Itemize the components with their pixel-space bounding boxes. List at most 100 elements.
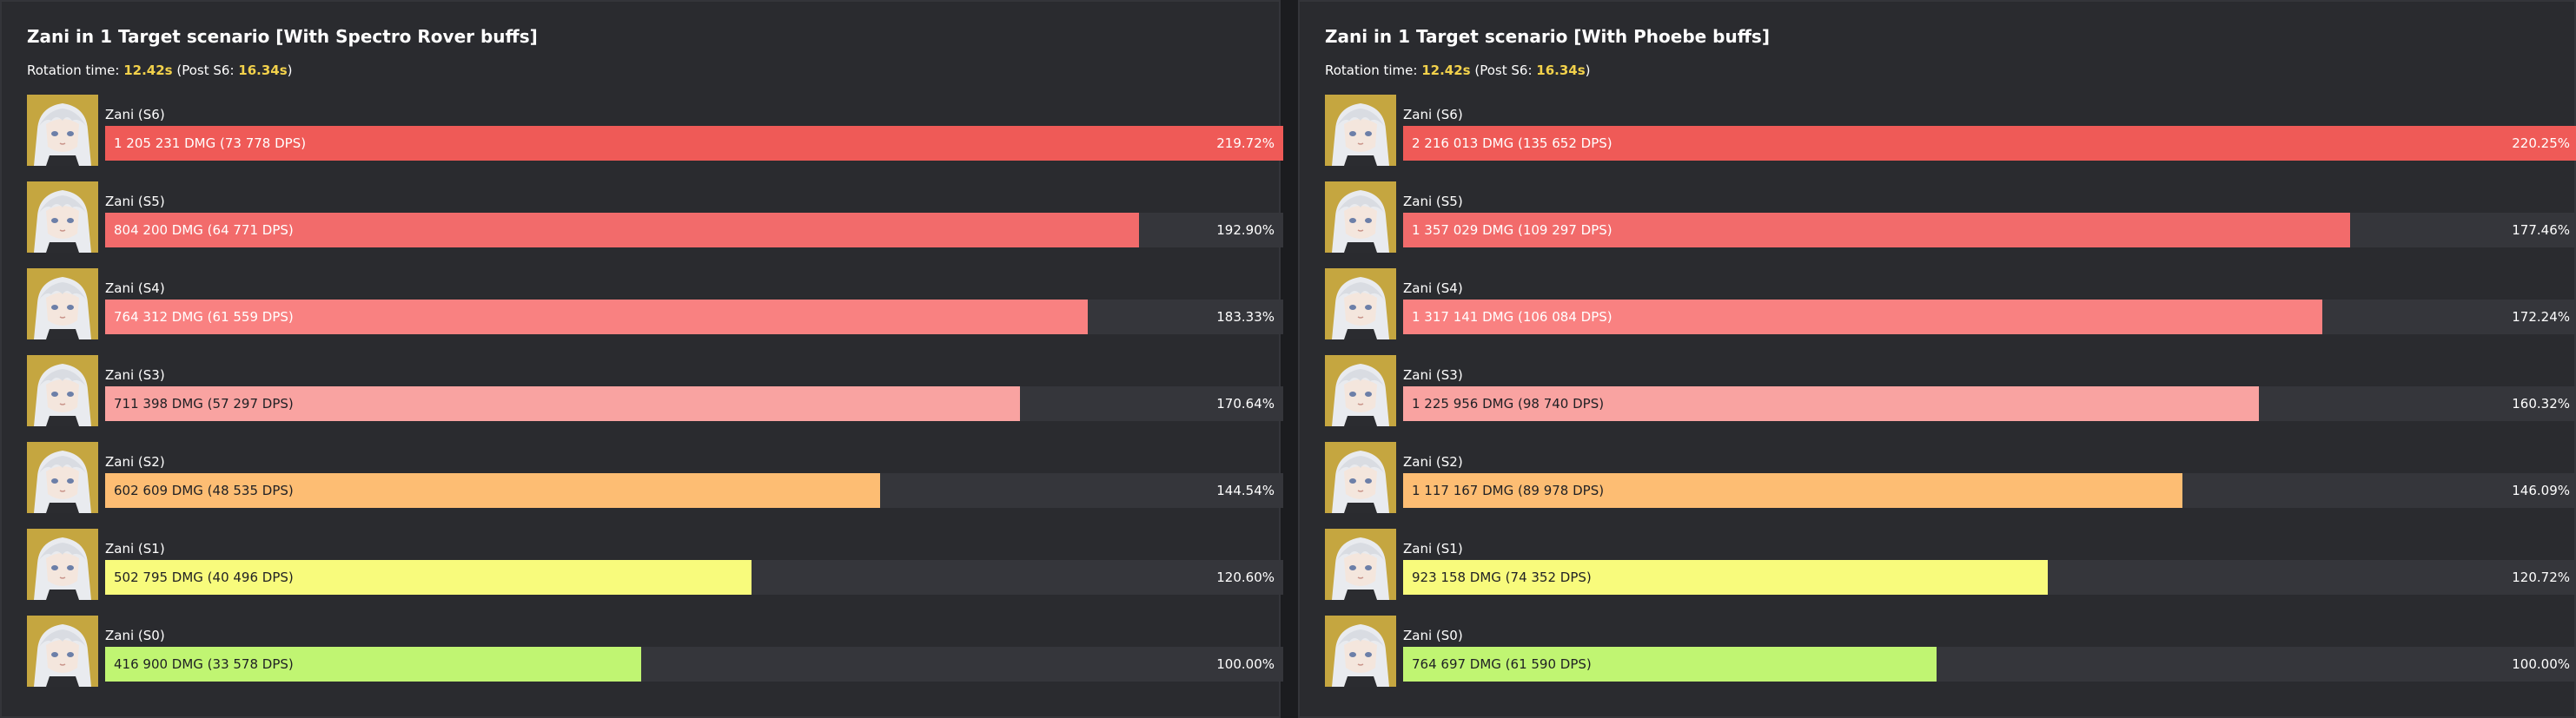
bar-track: 764 697 DMG (61 590 DPS) 100.00% [1403, 647, 2576, 682]
bar-mark [1403, 473, 2182, 508]
avatar [27, 529, 98, 600]
bar-category-label: Zani (S3) [105, 367, 165, 383]
bar-track: 416 900 DMG (33 578 DPS) 100.00% [105, 647, 1283, 682]
bar-data-label: 1 117 167 DMG (89 978 DPS) [1412, 483, 1605, 498]
bar-data-label: 923 158 DMG (74 352 DPS) [1412, 570, 1592, 585]
bar-percent-label: 120.60% [1216, 570, 1275, 585]
bar-mark [105, 386, 1020, 421]
bar-category-label: Zani (S0) [1403, 628, 1463, 643]
bar-track: 602 609 DMG (48 535 DPS) 144.54% [105, 473, 1283, 508]
bar-data-label: 764 697 DMG (61 590 DPS) [1412, 656, 1592, 672]
rotation-label: Rotation time: [1325, 63, 1418, 78]
avatar [1325, 268, 1396, 339]
bar-category-label: Zani (S1) [1403, 541, 1463, 557]
avatar [27, 616, 98, 687]
bar-track: 1 225 956 DMG (98 740 DPS) 160.32% [1403, 386, 2576, 421]
bar-data-label: 602 609 DMG (48 535 DPS) [114, 483, 294, 498]
avatar [1325, 355, 1396, 426]
bar-track: 502 795 DMG (40 496 DPS) 120.60% [105, 560, 1283, 595]
bar-track: 1 205 231 DMG (73 778 DPS) 219.72% [105, 126, 1283, 161]
bar-track: 1 317 141 DMG (106 084 DPS) 172.24% [1403, 300, 2576, 334]
bar-percent-label: 146.09% [2512, 483, 2570, 498]
bar-data-label: 1 205 231 DMG (73 778 DPS) [114, 135, 307, 151]
bar-data-label: 711 398 DMG (57 297 DPS) [114, 396, 294, 412]
bar-percent-label: 177.46% [2512, 222, 2570, 238]
rotation-label: Rotation time: [27, 63, 120, 78]
avatar [27, 181, 98, 253]
post-s6-close: ) [1585, 63, 1591, 78]
bar-category-label: Zani (S4) [1403, 280, 1463, 296]
avatar [27, 95, 98, 166]
avatar [1325, 616, 1396, 687]
bar-mark [1403, 647, 1937, 682]
bar-data-label: 1 225 956 DMG (98 740 DPS) [1412, 396, 1605, 412]
bar-mark [105, 560, 752, 595]
avatar [27, 268, 98, 339]
zani-portrait-icon [1325, 355, 1396, 426]
avatar [27, 442, 98, 513]
zani-portrait-icon [1325, 442, 1396, 513]
bar-mark [1403, 386, 2259, 421]
avatar [1325, 181, 1396, 253]
bar-category-label: Zani (S6) [1403, 107, 1463, 122]
chart-panel-phoebe: Zani in 1 Target scenario [With Phoebe b… [1298, 0, 2576, 718]
bar-category-label: Zani (S4) [105, 280, 165, 296]
bar-mark [105, 213, 1139, 247]
zani-portrait-icon [1325, 95, 1396, 166]
bar-percent-label: 220.25% [2512, 135, 2570, 151]
bar-data-label: 416 900 DMG (33 578 DPS) [114, 656, 294, 672]
post-s6-time-value: 16.34s [1536, 63, 1586, 78]
avatar [27, 355, 98, 426]
zani-portrait-icon [1325, 268, 1396, 339]
bar-percent-label: 100.00% [1216, 656, 1275, 672]
bar-category-label: Zani (S0) [105, 628, 165, 643]
panel-title: Zani in 1 Target scenario [With Phoebe b… [1325, 26, 1770, 47]
bar-percent-label: 160.32% [2512, 396, 2570, 412]
avatar [1325, 529, 1396, 600]
zani-portrait-icon [27, 181, 98, 253]
zani-portrait-icon [1325, 529, 1396, 600]
bar-category-label: Zani (S1) [105, 541, 165, 557]
bar-category-label: Zani (S5) [1403, 194, 1463, 209]
bar-track: 1 357 029 DMG (109 297 DPS) 177.46% [1403, 213, 2576, 247]
avatar [1325, 442, 1396, 513]
bar-mark [1403, 213, 2350, 247]
zani-portrait-icon [1325, 616, 1396, 687]
zani-portrait-icon [27, 95, 98, 166]
bar-category-label: Zani (S5) [105, 194, 165, 209]
zani-portrait-icon [27, 355, 98, 426]
bar-percent-label: 192.90% [1216, 222, 1275, 238]
bar-percent-label: 219.72% [1216, 135, 1275, 151]
bar-data-label: 764 312 DMG (61 559 DPS) [114, 309, 294, 325]
bar-category-label: Zani (S3) [1403, 367, 1463, 383]
bar-mark [1403, 560, 2048, 595]
bar-mark [105, 126, 1283, 161]
bar-track: 804 200 DMG (64 771 DPS) 192.90% [105, 213, 1283, 247]
rotation-time-value: 12.42s [123, 63, 173, 78]
bar-track: 923 158 DMG (74 352 DPS) 120.72% [1403, 560, 2576, 595]
bar-mark [1403, 126, 2576, 161]
rotation-time: Rotation time: 12.42s (Post S6: 16.34s) [1325, 63, 1591, 78]
bar-percent-label: 183.33% [1216, 309, 1275, 325]
rotation-time: Rotation time: 12.42s (Post S6: 16.34s) [27, 63, 293, 78]
bar-percent-label: 100.00% [2512, 656, 2570, 672]
chart-panel-spectro-rover: Zani in 1 Target scenario [With Spectro … [0, 0, 1283, 718]
post-s6-time-value: 16.34s [238, 63, 288, 78]
bar-category-label: Zani (S6) [105, 107, 165, 122]
bar-percent-label: 172.24% [2512, 309, 2570, 325]
bar-percent-label: 144.54% [1216, 483, 1275, 498]
bar-data-label: 1 317 141 DMG (106 084 DPS) [1412, 309, 1612, 325]
zani-portrait-icon [27, 529, 98, 600]
bar-data-label: 1 357 029 DMG (109 297 DPS) [1412, 222, 1612, 238]
zani-portrait-icon [27, 442, 98, 513]
bar-mark [105, 473, 880, 508]
post-s6-close: ) [287, 63, 293, 78]
bar-percent-label: 120.72% [2512, 570, 2570, 585]
bar-category-label: Zani (S2) [1403, 454, 1463, 470]
avatar [1325, 95, 1396, 166]
post-s6-label: (Post S6: [1474, 63, 1533, 78]
bar-mark [105, 647, 641, 682]
bar-mark [1403, 300, 2322, 334]
panel-title: Zani in 1 Target scenario [With Spectro … [27, 26, 538, 47]
bar-track: 764 312 DMG (61 559 DPS) 183.33% [105, 300, 1283, 334]
